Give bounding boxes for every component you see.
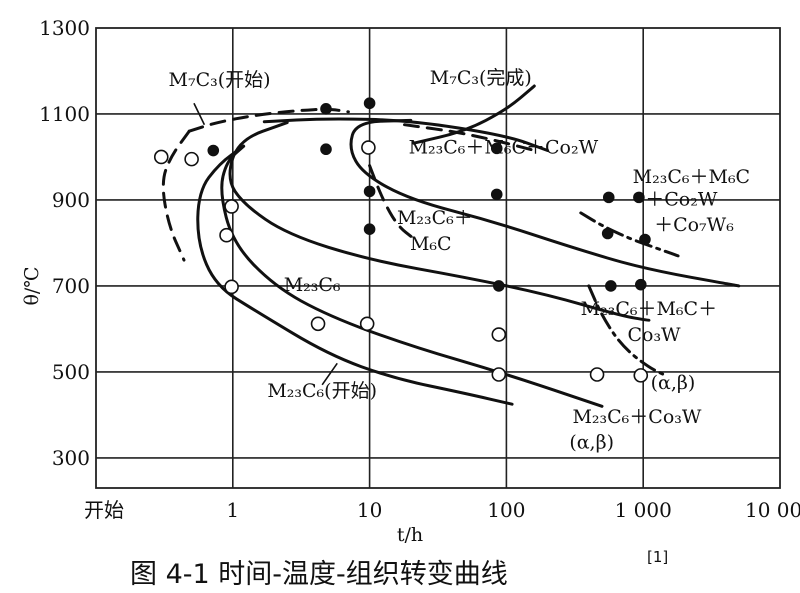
filled-data-point	[639, 233, 651, 246]
region-label: (α,β)	[569, 431, 614, 453]
region-label: M₂₃C₆＋	[397, 207, 473, 229]
curve-right-dashdot-2	[587, 284, 669, 378]
x-tick-label: 100	[487, 498, 525, 522]
leader-line	[321, 362, 338, 386]
region-label: M₂₃C₆＋M₆C	[633, 166, 750, 188]
curve-m7c3-finish	[368, 164, 416, 241]
caption-reference: [1]	[647, 548, 668, 566]
open-data-point	[184, 151, 199, 167]
filled-data-point	[320, 143, 332, 156]
filled-data-point	[493, 280, 505, 292]
curve-m7c3-start	[161, 129, 191, 262]
region-label: ＋Co₇W₆	[654, 214, 734, 236]
region-layer: M₇C₃(开始) M₇C₃(完成)M₂₃C₆＋M₆C＋Co₂WM₂₃C₆＋M₆CM…	[169, 67, 751, 454]
x-tick-label: 1 000	[615, 498, 672, 522]
open-data-point	[491, 327, 507, 342]
filled-data-point	[634, 278, 647, 291]
filled-data-point	[490, 142, 503, 155]
open-data-point	[224, 199, 239, 214]
y-tick-label: 1300	[39, 16, 90, 40]
curve-layer	[161, 84, 741, 408]
region-label: M₇C₃(完成)	[430, 67, 532, 89]
leader-line	[193, 102, 206, 126]
y-tick-label: 1100	[39, 102, 90, 126]
curve-top-dashed-b	[403, 123, 536, 152]
point-layer	[153, 97, 651, 383]
curve-top-dashed-a	[187, 107, 350, 133]
x-tick-label: 1	[226, 498, 239, 522]
y-tick-label: 500	[52, 360, 90, 384]
region-label: Co₃W	[627, 324, 681, 346]
filled-data-point	[363, 185, 376, 198]
region-label: (α,β)	[651, 372, 696, 394]
y-tick-label: 900	[52, 188, 90, 212]
open-data-point	[361, 140, 376, 155]
open-data-point	[219, 227, 234, 243]
curve-m7c3-finish-connector	[412, 84, 536, 145]
filled-data-point	[320, 103, 332, 115]
curve-upper-solid	[262, 117, 550, 152]
grid-layer	[95, 27, 781, 489]
open-data-point	[633, 368, 649, 383]
region-label: ＋Co₂W	[645, 189, 718, 211]
region-label: M₂₃C₆＋M₆C＋	[581, 298, 717, 320]
open-data-point	[153, 149, 169, 165]
curve-m23c6-m6c-co3w	[228, 121, 651, 322]
tick-layer: 开始 1 10 100 1 000 10 000 300 500 700 900 1100 1300	[39, 16, 800, 522]
x-tick-label: 开始	[84, 498, 124, 522]
region-label: M₂₃C₆＋M₆C＋Co₂W	[409, 137, 599, 159]
filled-data-point	[605, 280, 617, 292]
open-data-point	[589, 367, 605, 382]
open-data-point	[310, 316, 326, 332]
y-axis-title: θ/℃	[21, 266, 43, 305]
filled-data-point	[207, 144, 220, 157]
curve-m23c6-co3w	[220, 144, 604, 408]
y-tick-label: 700	[52, 274, 90, 298]
curve-m23c6-start	[196, 144, 514, 406]
curve-m23c6-m6c-co2w	[349, 118, 741, 288]
figure-caption: 图 4-1 时间-温度-组织转变曲线	[130, 559, 508, 590]
filled-data-point	[602, 191, 615, 204]
region-label: M₇C₃(开始)	[169, 69, 271, 91]
y-tick-label: 300	[52, 446, 90, 470]
region-label: M₂₃C₆(开始)	[267, 380, 377, 402]
filled-data-point	[490, 188, 503, 201]
x-tick-label: 10 000	[745, 498, 800, 522]
filled-data-point	[363, 97, 376, 110]
x-tick-label: 10	[357, 498, 382, 522]
open-data-point	[224, 279, 239, 295]
curve-right-dashdot-1	[579, 211, 680, 258]
filled-data-point	[633, 191, 645, 204]
region-label: M₂₃C₆＋Co₃W	[572, 406, 701, 428]
filled-data-point	[601, 227, 614, 240]
plot-frame	[95, 27, 781, 489]
region-label: M₂₃C₆	[284, 274, 341, 296]
region-label: M₆C	[410, 233, 452, 255]
x-axis-title: t/h	[397, 524, 423, 546]
open-data-point	[491, 367, 507, 382]
filled-data-point	[363, 223, 376, 235]
open-data-point	[359, 316, 375, 332]
